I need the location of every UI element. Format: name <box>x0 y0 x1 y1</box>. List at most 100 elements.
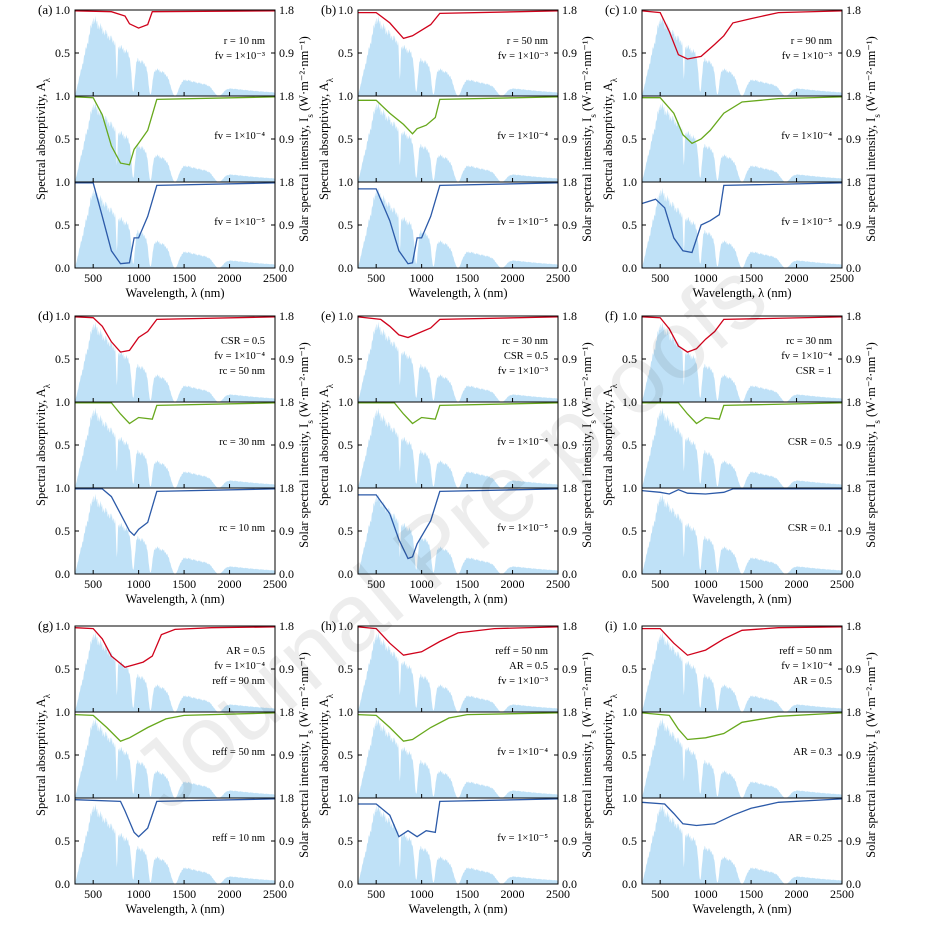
y-axis-label-right: Solar spectral intensity, Is (W·m⁻²·nm⁻¹… <box>580 342 598 548</box>
solar-spectrum-area <box>75 717 275 798</box>
x-tick-label: 500 <box>651 577 669 591</box>
x-tick-label: 2000 <box>218 577 242 591</box>
y-tick-label: 0.0 <box>55 567 70 581</box>
y-tick-label: 0.5 <box>55 834 70 848</box>
absorptivity-line <box>74 316 276 353</box>
panel-annotation: fv = 1×10⁻³ <box>498 676 548 687</box>
y2-tick-label: 0.9 <box>846 438 861 452</box>
y-tick-label: 0.0 <box>622 261 637 275</box>
y-tick-label: 1.0 <box>338 89 353 103</box>
y2-tick-label: 0.9 <box>846 132 861 146</box>
y2-tick-label: 1.8 <box>562 395 577 409</box>
panel-i: (i) 0.5 0.9 1.0 1.8 reff = 50 nm fv = 1×10⁻⁴ AR… <box>601 618 882 916</box>
panel-annotation: AR = 0.25 <box>788 833 832 844</box>
panel-annotation: rc = 30 nm <box>219 437 265 448</box>
x-tick-label: 2500 <box>546 271 570 285</box>
absorptivity-line <box>642 402 843 425</box>
solar-spectrum-area <box>75 187 275 268</box>
absorptivity-line <box>358 96 559 135</box>
panel-annotation: fv = 1×10⁻⁴ <box>214 351 265 362</box>
y2-tick-label: 0.0 <box>562 261 577 275</box>
x-axis-label: Wavelength, λ (nm) <box>408 592 507 606</box>
y-tick-label: 1.0 <box>55 309 70 323</box>
y2-tick-label: 0.0 <box>562 877 577 891</box>
solar-spectrum-area <box>358 187 558 268</box>
solar-spectrum-area <box>358 803 558 884</box>
solar-spectrum-area <box>358 407 558 488</box>
y2-tick-label: 0.0 <box>846 567 861 581</box>
y2-tick-label: 1.8 <box>279 481 294 495</box>
y2-tick-label: 0.9 <box>562 438 577 452</box>
y-tick-label: 1.0 <box>622 481 637 495</box>
y2-tick-label: 1.8 <box>279 705 294 719</box>
absorptivity-line <box>641 798 843 827</box>
y-tick-label: 0.5 <box>55 662 70 676</box>
y-tick-label: 1.0 <box>338 3 353 17</box>
absorptivity-line <box>358 488 559 560</box>
x-axis-label: Wavelength, λ (nm) <box>125 592 224 606</box>
panel-annotation: rc = 50 nm <box>219 366 265 377</box>
solar-spectrum-area <box>75 321 275 402</box>
x-tick-label: 2000 <box>785 577 809 591</box>
panel-label: (d) <box>38 308 53 323</box>
x-axis-label: Wavelength, λ (nm) <box>692 902 791 916</box>
x-tick-label: 1500 <box>455 577 479 591</box>
panel-annotation: CSR = 0.5 <box>788 437 832 448</box>
y-tick-label: 1.0 <box>622 3 637 17</box>
panel-annotation: CSR = 0.1 <box>788 523 832 534</box>
x-tick-label: 1500 <box>172 577 196 591</box>
panel-annotation: reff = 10 nm <box>212 833 265 844</box>
y-tick-label: 0.5 <box>55 524 70 538</box>
panel-a: (a) 0.5 0.9 1.0 1.8 r = 10 nm fv = 1×10⁻³ 0.5 0.… <box>34 2 315 300</box>
y-tick-label: 1.0 <box>622 175 637 189</box>
x-tick-label: 1000 <box>127 577 151 591</box>
y2-tick-label: 0.9 <box>279 218 294 232</box>
x-tick-label: 1500 <box>739 271 763 285</box>
y-axis-label-left: Spectral absorptivity, Aλ <box>34 383 52 506</box>
x-tick-label: 1000 <box>694 577 718 591</box>
y2-tick-label: 1.8 <box>562 89 577 103</box>
x-tick-label: 500 <box>367 887 385 901</box>
x-tick-label: 1500 <box>739 577 763 591</box>
y2-tick-label: 0.9 <box>279 662 294 676</box>
panel-annotation: fv = 1×10⁻⁴ <box>781 351 832 362</box>
y-tick-label: 0.5 <box>338 218 353 232</box>
x-axis-label: Wavelength, λ (nm) <box>408 286 507 300</box>
absorptivity-line <box>357 316 559 339</box>
absorptivity-line <box>641 316 843 353</box>
panel-b: (b) 0.5 0.9 1.0 1.8 r = 50 nm fv = 1×10⁻³ 0.5 0.… <box>317 2 598 300</box>
x-axis-label: Wavelength, λ (nm) <box>408 902 507 916</box>
absorptivity-line <box>357 712 559 742</box>
panel-annotation: r = 50 nm <box>507 36 548 47</box>
panel-e: (e) 0.5 0.9 1.0 1.8 rc = 30 nm CSR = 0.5 fv = 1… <box>317 308 598 606</box>
y-tick-label: 0.5 <box>338 352 353 366</box>
x-tick-label: 1500 <box>739 887 763 901</box>
solar-spectrum-area <box>358 493 558 574</box>
absorptivity-line <box>642 96 843 145</box>
panel-annotation: fv = 1×10⁻³ <box>782 51 832 62</box>
panel-annotation: r = 90 nm <box>791 36 832 47</box>
solar-spectrum-area <box>642 187 842 268</box>
panel-annotation: fv = 1×10⁻⁴ <box>214 131 265 142</box>
absorptivity-line <box>74 712 276 742</box>
y-axis-label-right: Solar spectral intensity, Is (W·m⁻²·nm⁻¹… <box>297 652 315 858</box>
solar-spectrum-area <box>642 493 842 574</box>
solar-spectrum-area <box>75 803 275 884</box>
y-axis-label-right: Solar spectral intensity, Is (W·m⁻²·nm⁻¹… <box>297 36 315 242</box>
x-tick-label: 500 <box>367 577 385 591</box>
y-axis-label-left: Spectral absorptivity, Aλ <box>34 77 52 200</box>
solar-spectrum-area <box>642 101 842 182</box>
y-axis-label-left: Spectral absorptivity, Aλ <box>601 693 619 816</box>
y2-tick-label: 0.9 <box>562 662 577 676</box>
absorptivity-line <box>358 402 559 425</box>
panel-annotation: fv = 1×10⁻³ <box>498 366 548 377</box>
y2-tick-label: 0.9 <box>562 218 577 232</box>
absorptivity-line <box>641 182 843 254</box>
panel-annotation: fv = 1×10⁻⁴ <box>214 661 265 672</box>
y2-tick-label: 0.9 <box>846 352 861 366</box>
panel-annotation: fv = 1×10⁻⁴ <box>781 131 832 142</box>
y-tick-label: 0.5 <box>338 662 353 676</box>
y-tick-label: 0.5 <box>55 218 70 232</box>
panel-g: (g) 0.5 0.9 1.0 1.8 AR = 0.5 fv = 1×10⁻⁴ reff =… <box>34 618 315 916</box>
panel-d: (d) 0.5 0.9 1.0 1.8 CSR = 0.5 fv = 1×10⁻⁴ rc = … <box>34 308 315 606</box>
